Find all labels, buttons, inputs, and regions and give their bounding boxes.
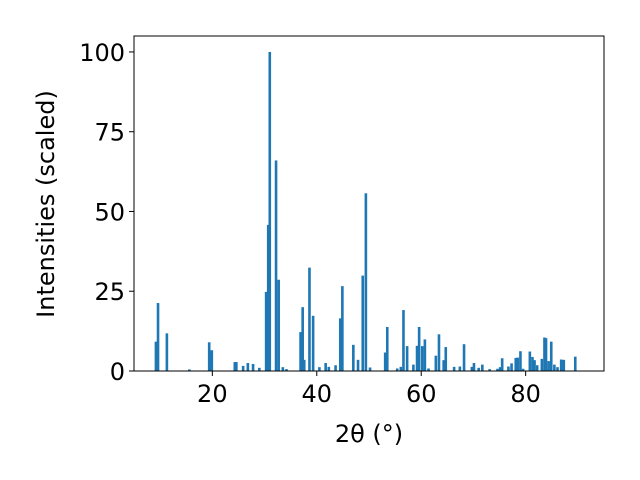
bar xyxy=(498,367,502,371)
bar xyxy=(434,355,438,371)
bar xyxy=(452,366,456,371)
bar xyxy=(521,368,525,371)
bar xyxy=(318,367,321,371)
bar xyxy=(562,359,566,371)
bar xyxy=(207,342,211,371)
bar xyxy=(559,359,563,371)
bar xyxy=(420,346,424,371)
bar xyxy=(299,332,302,371)
bar xyxy=(533,360,536,371)
bar xyxy=(156,303,160,371)
bar xyxy=(399,366,403,371)
bar xyxy=(500,358,504,371)
x-tick-label: 20 xyxy=(197,380,228,408)
bar xyxy=(470,366,474,371)
y-tick-label: 100 xyxy=(79,39,125,67)
bar xyxy=(540,358,544,371)
bar xyxy=(519,351,522,371)
bar xyxy=(385,326,389,371)
bar xyxy=(543,337,546,371)
bar xyxy=(277,279,280,371)
bar xyxy=(510,363,513,371)
bar xyxy=(341,286,344,371)
bar xyxy=(405,346,409,371)
bar xyxy=(535,365,539,371)
bar xyxy=(233,362,237,371)
bar xyxy=(458,366,462,371)
bar xyxy=(352,344,355,371)
bar xyxy=(437,334,441,371)
bar xyxy=(462,344,466,371)
bar xyxy=(258,367,261,371)
bar xyxy=(415,345,419,371)
bar xyxy=(531,356,534,371)
bars-group xyxy=(154,51,577,371)
bar xyxy=(383,352,387,371)
bar xyxy=(274,160,278,371)
bar xyxy=(165,333,169,371)
bar xyxy=(553,364,556,371)
bar xyxy=(188,369,191,371)
bar xyxy=(361,275,365,371)
bar xyxy=(268,51,272,371)
bar xyxy=(210,350,214,371)
bar xyxy=(477,367,480,371)
bar xyxy=(327,366,331,371)
bar xyxy=(302,359,306,371)
bar xyxy=(514,357,518,371)
bar xyxy=(507,366,510,371)
plot-frame xyxy=(133,35,605,372)
bar xyxy=(427,368,430,371)
bar xyxy=(528,351,532,371)
bar xyxy=(573,356,577,371)
bar xyxy=(281,367,285,371)
bar xyxy=(549,341,553,371)
bar xyxy=(547,361,550,371)
y-axis-label: Intensities (scaled) xyxy=(32,90,60,318)
bar xyxy=(472,363,476,371)
bar xyxy=(308,267,311,371)
bar xyxy=(266,224,270,371)
bar xyxy=(544,338,548,371)
bar xyxy=(364,193,368,371)
bar xyxy=(402,310,405,371)
bar xyxy=(481,364,484,371)
bar xyxy=(423,339,427,371)
bar xyxy=(241,365,245,371)
bar xyxy=(338,318,342,371)
bar xyxy=(417,326,421,371)
x-tick-label: 60 xyxy=(406,380,437,408)
bar xyxy=(264,291,268,371)
bar xyxy=(251,363,255,371)
bar xyxy=(311,315,315,371)
y-tick-label: 0 xyxy=(110,358,125,386)
bar xyxy=(516,357,520,371)
bar xyxy=(412,364,415,371)
bar xyxy=(496,368,499,371)
bar xyxy=(154,341,158,371)
bar xyxy=(356,359,360,371)
y-tick-label: 25 xyxy=(94,278,125,306)
bar xyxy=(334,365,337,371)
x-axis-ticks: 20 40 60 80 xyxy=(197,371,541,408)
bar xyxy=(324,363,327,371)
bar xyxy=(395,368,399,371)
bar xyxy=(285,369,288,371)
bar xyxy=(246,363,250,371)
y-tick-label: 75 xyxy=(94,119,125,147)
y-tick-label: 50 xyxy=(94,198,125,226)
bar xyxy=(301,307,304,371)
bar xyxy=(442,360,445,371)
x-tick-label: 40 xyxy=(302,380,333,408)
bar xyxy=(556,367,559,371)
x-axis-label: 2θ (°) xyxy=(335,420,403,448)
bar xyxy=(235,362,238,371)
bar xyxy=(488,369,491,371)
y-axis-ticks: 0 25 50 75 100 xyxy=(79,39,134,386)
bar xyxy=(444,347,448,371)
bar xyxy=(368,367,372,371)
x-tick-label: 80 xyxy=(510,380,541,408)
